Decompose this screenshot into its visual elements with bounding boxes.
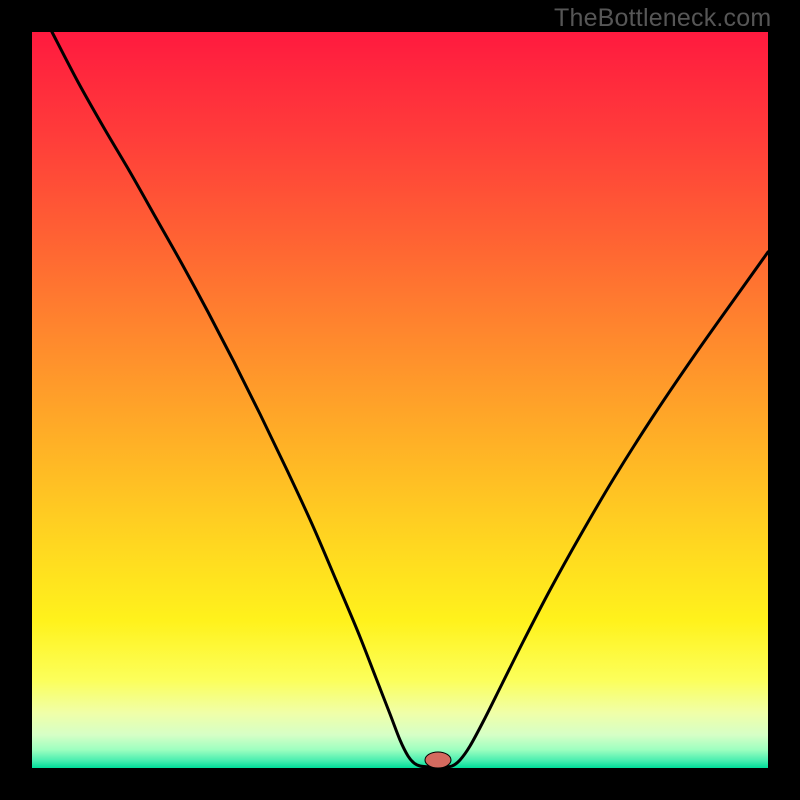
watermark-text: TheBottleneck.com	[554, 4, 771, 33]
curve-layer	[0, 0, 800, 800]
chart-frame: TheBottleneck.com	[0, 0, 800, 800]
bottleneck-curve	[52, 32, 768, 767]
optimal-marker	[425, 752, 451, 768]
